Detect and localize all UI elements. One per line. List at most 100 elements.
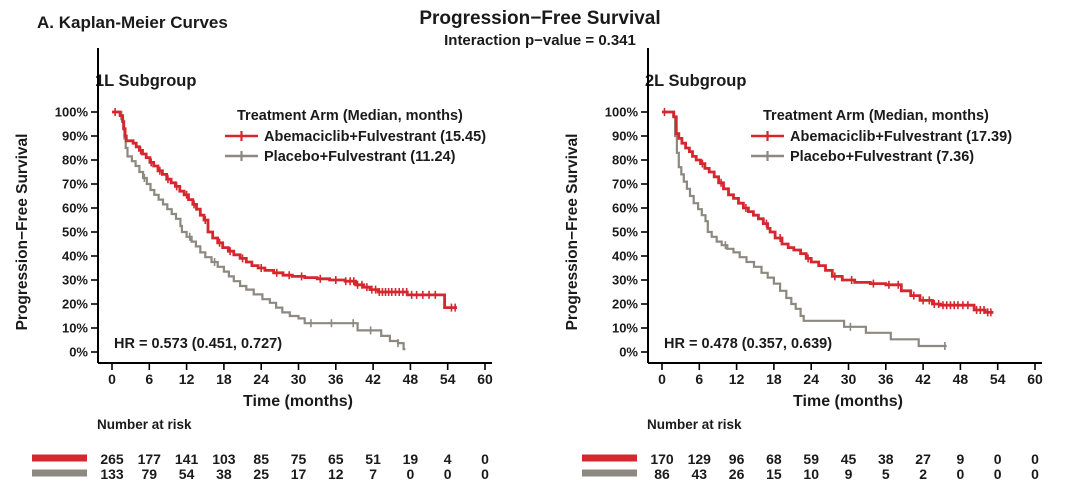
risk-count-2L-abemaciclib: 27 — [915, 451, 931, 467]
risk-count-2L-abemaciclib: 0 — [1031, 451, 1039, 467]
y-tick-label-2L: 40% — [612, 249, 638, 264]
risk-count-1L-placebo: 133 — [100, 466, 124, 482]
y-tick-label-1L: 80% — [62, 153, 88, 168]
y-tick-label-1L: 40% — [62, 249, 88, 264]
risk-count-2L-abemaciclib: 96 — [729, 451, 745, 467]
risk-count-2L-abemaciclib: 45 — [841, 451, 857, 467]
interaction-pvalue: Interaction p−value = 0.341 — [444, 32, 636, 49]
risk-count-2L-placebo: 5 — [882, 466, 890, 482]
risk-count-1L-abemaciclib: 177 — [138, 451, 162, 467]
figure-title: Progression−Free Survival — [419, 8, 661, 29]
y-tick-label-1L: 60% — [62, 201, 88, 216]
y-tick-label-2L: 90% — [612, 129, 638, 144]
y-tick-label-1L: 90% — [62, 129, 88, 144]
km-panel-1L: 1L Subgroup Progression−Free Survival 100%… — [0, 0, 530, 501]
risk-swatch-1L-placebo — [32, 469, 87, 477]
risk-count-2L-placebo: 15 — [766, 466, 782, 482]
risk-count-1L-abemaciclib: 19 — [403, 451, 419, 467]
legend-label-1L-abemaciclib: Abemaciclib+Fulvestrant (15.45) — [264, 129, 486, 145]
x-tick-label-2L: 48 — [953, 371, 969, 387]
risk-count-2L-abemaciclib: 9 — [957, 451, 965, 467]
legend-title-1L: Treatment Arm (Median, months) — [237, 108, 463, 124]
x-tick-label-2L: 42 — [915, 371, 931, 387]
x-tick-label-2L: 18 — [766, 371, 782, 387]
x-tick-label-2L: 12 — [729, 371, 745, 387]
risk-count-1L-placebo: 0 — [407, 466, 415, 482]
y-tick-label-2L: 20% — [612, 297, 638, 312]
risk-table-label-2L: Number at risk — [647, 417, 742, 432]
x-tick-label-2L: 24 — [803, 371, 819, 387]
risk-count-2L-placebo: 43 — [692, 466, 708, 482]
x-tick-label-1L: 6 — [145, 371, 153, 387]
risk-count-2L-placebo: 2 — [919, 466, 927, 482]
risk-count-1L-abemaciclib: 0 — [481, 451, 489, 467]
risk-count-1L-abemaciclib: 141 — [175, 451, 199, 467]
y-tick-label-1L: 100% — [55, 105, 89, 120]
risk-count-1L-placebo: 25 — [253, 466, 269, 482]
km-plot-2L-svg: 2L Subgroup Progression−Free Survival 100%… — [564, 48, 1043, 482]
risk-count-1L-abemaciclib: 75 — [291, 451, 307, 467]
x-tick-label-2L: 6 — [695, 371, 703, 387]
risk-count-1L-placebo: 0 — [444, 466, 452, 482]
legend-label-2L-abemaciclib: Abemaciclib+Fulvestrant (17.39) — [790, 129, 1012, 145]
km-curve-2L-placebo — [662, 110, 947, 348]
y-tick-label-2L: 70% — [612, 177, 638, 192]
risk-count-1L-placebo: 0 — [481, 466, 489, 482]
y-tick-label-2L: 100% — [605, 105, 639, 120]
x-tick-label-2L: 0 — [658, 371, 666, 387]
y-axis-title-1L: Progression−Free Survival — [14, 134, 31, 331]
risk-count-2L-placebo: 0 — [957, 466, 965, 482]
y-tick-label-1L: 10% — [62, 321, 88, 336]
y-tick-label-2L: 80% — [612, 153, 638, 168]
x-tick-label-1L: 42 — [365, 371, 381, 387]
risk-swatch-2L-placebo — [582, 469, 637, 477]
km-curve-1L-placebo — [112, 110, 406, 351]
risk-count-2L-abemaciclib: 59 — [803, 451, 819, 467]
subgroup-title-1L: 1L Subgroup — [95, 72, 196, 90]
km-curve-2L-abemaciclib — [662, 110, 994, 314]
risk-count-2L-placebo: 9 — [845, 466, 853, 482]
risk-count-2L-abemaciclib: 170 — [650, 451, 674, 467]
risk-count-1L-placebo: 79 — [142, 466, 158, 482]
risk-count-1L-abemaciclib: 4 — [444, 451, 452, 467]
risk-count-2L-placebo: 0 — [1031, 466, 1039, 482]
y-tick-label-1L: 0% — [69, 345, 88, 360]
risk-count-2L-abemaciclib: 38 — [878, 451, 894, 467]
figure-panel-label: A. Kaplan-Meier Curves — [37, 13, 228, 32]
risk-table-label-1L: Number at risk — [97, 417, 192, 432]
y-axis-title-2L: Progression−Free Survival — [564, 134, 581, 331]
x-tick-label-1L: 12 — [179, 371, 195, 387]
risk-count-1L-placebo: 12 — [328, 466, 344, 482]
risk-count-1L-abemaciclib: 65 — [328, 451, 344, 467]
risk-count-2L-placebo: 26 — [729, 466, 745, 482]
y-tick-label-2L: 30% — [612, 273, 638, 288]
x-axis-title-2L: Time (months) — [793, 393, 903, 410]
x-tick-label-1L: 54 — [440, 371, 456, 387]
x-axis-title-1L: Time (months) — [243, 393, 353, 410]
risk-count-1L-abemaciclib: 265 — [100, 451, 124, 467]
y-tick-label-1L: 20% — [62, 297, 88, 312]
legend-label-1L-placebo: Placebo+Fulvestrant (11.24) — [264, 149, 456, 165]
x-tick-label-1L: 36 — [328, 371, 344, 387]
risk-count-2L-abemaciclib: 68 — [766, 451, 782, 467]
x-tick-label-2L: 60 — [1027, 371, 1043, 387]
hr-annotation-2L: HR = 0.478 (0.357, 0.639) — [664, 336, 832, 352]
x-tick-label-1L: 24 — [253, 371, 269, 387]
km-plot-1L-svg: 1L Subgroup Progression−Free Survival 100%… — [14, 48, 493, 482]
km-panel-2L: 2L Subgroup Progression−Free Survival 100%… — [550, 0, 1080, 501]
y-tick-label-2L: 60% — [612, 201, 638, 216]
y-tick-label-2L: 0% — [619, 345, 638, 360]
risk-count-1L-placebo: 7 — [369, 466, 377, 482]
x-tick-label-1L: 0 — [108, 371, 116, 387]
risk-count-1L-placebo: 17 — [291, 466, 307, 482]
risk-count-1L-placebo: 38 — [216, 466, 232, 482]
risk-count-2L-abemaciclib: 129 — [688, 451, 712, 467]
x-tick-label-2L: 54 — [990, 371, 1006, 387]
risk-count-1L-abemaciclib: 103 — [212, 451, 236, 467]
x-tick-label-1L: 30 — [291, 371, 307, 387]
risk-count-1L-abemaciclib: 85 — [253, 451, 269, 467]
y-tick-label-1L: 50% — [62, 225, 88, 240]
risk-swatch-2L-abemaciclib — [582, 454, 637, 462]
hr-annotation-1L: HR = 0.573 (0.451, 0.727) — [114, 336, 282, 352]
subgroup-title-2L: 2L Subgroup — [645, 72, 746, 90]
